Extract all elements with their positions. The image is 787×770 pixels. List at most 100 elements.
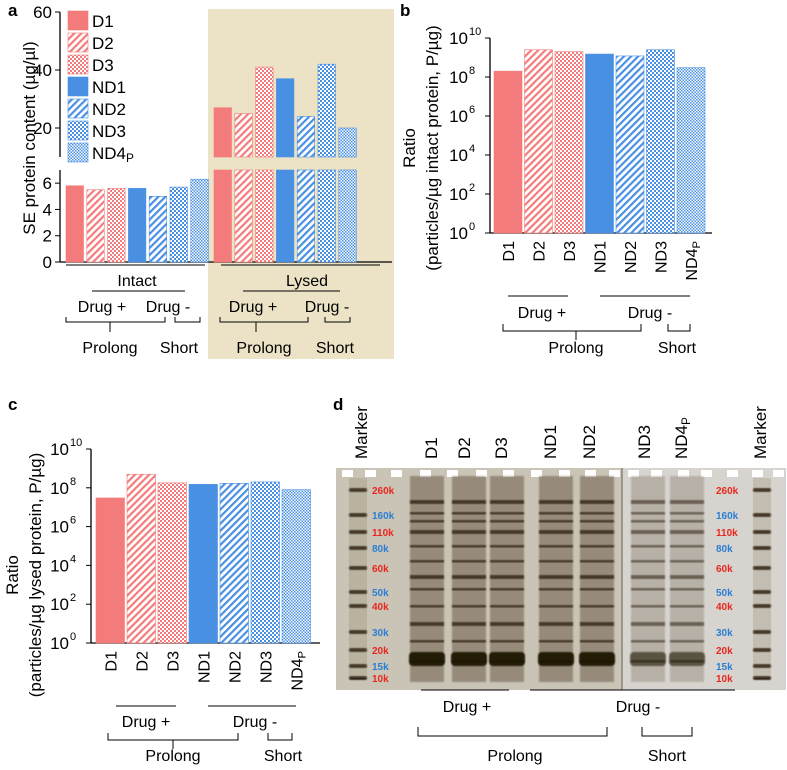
gel-marker-band (753, 546, 771, 550)
gel-band-ND3 (631, 545, 665, 548)
b-chart-xlabel-ND4P: ND4P (684, 241, 703, 280)
gel-well (585, 470, 596, 477)
a-intact-drug-plus: Drug + (78, 299, 126, 316)
c-chart-xlabel-D2: D2 (134, 651, 151, 672)
gel-band-ND1 (539, 500, 573, 504)
b-chart-ytick-exp: 10 (469, 26, 481, 38)
b-chart-ytick-label: 10 (449, 224, 468, 243)
gel-band-D1 (410, 530, 444, 534)
b-chart-ytick-label: 10 (449, 185, 468, 204)
gel-band-ND3 (631, 640, 665, 643)
gel-band-D3 (490, 622, 524, 626)
legend-label-ND4P-sub: P (126, 151, 134, 165)
a-bar-D2-upper (234, 113, 253, 158)
gel-band-D3 (490, 545, 524, 548)
b-chart-xlabel-ND1: ND1 (593, 241, 610, 273)
d-short: Short (648, 748, 687, 765)
gel-lane-label-ND1: ND1 (541, 425, 560, 459)
c-chart-ytick-exp: 10 (70, 437, 82, 449)
gel-band-ND2 (580, 545, 614, 548)
panel-b-groups: Drug + Drug - Prolong Short (502, 295, 697, 357)
b-chart-ytick-exp: 6 (469, 104, 475, 116)
gel-bottom-band-D1 (409, 652, 445, 666)
gel-marker-label-right: 40k (716, 602, 733, 613)
panel-d: d 260k 260k 160k 160k 110k 110k 80k 80k 60k 60k 50… (333, 395, 786, 765)
a-intact-drug-minus: Drug - (146, 299, 190, 316)
a-bar-ND2 (148, 195, 167, 263)
a-intact-short: Short (160, 340, 199, 357)
a-bar-ND1-upper (276, 78, 295, 158)
gel-band-ND1 (539, 575, 573, 579)
c-chart-xlabel-ND4P: ND4P (289, 651, 308, 690)
panel-c: c Ratio (particles/µg lysed protein, P/µ… (3, 395, 320, 765)
d-prolong: Prolong (487, 748, 542, 765)
gel-well (391, 470, 402, 477)
a-lysed-prolong: Prolong (236, 340, 291, 357)
panel-c-groups: Drug + Drug - Prolong Short (107, 705, 303, 765)
gel-bottom-band-ND1 (538, 652, 574, 666)
gel-band-ND4P (670, 622, 704, 626)
gel-well (365, 470, 376, 477)
c-chart-xlabel-D3: D3 (165, 651, 182, 672)
a-bar-D1-lower (213, 169, 232, 263)
b-chart-bar-ND2 (615, 55, 645, 234)
b-chart-bar-ND1 (585, 53, 614, 234)
legend-swatch-D2 (67, 32, 89, 53)
b-drug-plus: Drug + (518, 305, 566, 322)
gel-marker-label-right: 110k (716, 528, 738, 539)
gel-band-ND4P (670, 520, 704, 523)
gel-band-ND3 (631, 622, 665, 626)
c-chart-ytick-label: 10 (50, 440, 69, 459)
gel-well (503, 470, 514, 477)
gel-band-D1 (410, 520, 444, 523)
gel-well (559, 470, 570, 477)
a-bar-D2 (86, 189, 105, 263)
a-ytick-label: 4 (43, 200, 52, 219)
gel-marker-label-left: 20k (372, 646, 389, 657)
gel-band-D2 (452, 588, 486, 591)
gel-band-ND2 (580, 588, 614, 591)
gel-lane-label-D1: D1 (422, 437, 441, 459)
gel-marker-label-right: 60k (716, 564, 733, 575)
gel-band-D2 (452, 512, 486, 515)
gel-band-ND4P (670, 500, 704, 504)
b-chart-bar-D3 (554, 51, 584, 234)
c-chart-ytick-label: 10 (50, 595, 69, 614)
panel-a-ylabel: SE protein content (µg/µl) (20, 41, 39, 234)
gel-band-D2 (452, 530, 486, 534)
gel-marker-label-left: 10k (372, 674, 389, 685)
panel-c-ylabel-1: Ratio (3, 555, 22, 595)
gel-well (531, 470, 542, 477)
gel-band-D1 (410, 640, 444, 643)
a-bar-D1 (65, 185, 84, 263)
b-chart-ytick-exp: 4 (469, 143, 475, 155)
gel-bottom-band-D2 (451, 652, 487, 666)
a-intact-prolong: Prolong (82, 340, 137, 357)
legend-swatch-ND1 (67, 76, 89, 97)
gel-marker-label-left: 110k (372, 528, 394, 539)
gel-well (628, 470, 639, 477)
gel-marker-label-left: 160k (372, 511, 395, 522)
c-chart-bar-D2 (126, 473, 156, 644)
a-lysed-drug-minus: Drug - (305, 299, 349, 316)
gel-marker-label-right: 260k (716, 486, 739, 497)
gel-marker-label-left: 15k (372, 662, 389, 673)
gel-band-ND3 (631, 588, 665, 591)
a-ytick-label: 20 (33, 119, 52, 138)
gel-marker-label-right: 30k (716, 628, 733, 639)
a-bar-ND2-upper (296, 116, 316, 158)
gel-well (773, 470, 784, 477)
c-chart-xlabel-ND3: ND3 (258, 651, 275, 683)
gel-band-ND2 (580, 605, 614, 608)
c-drug-plus: Drug + (122, 714, 170, 731)
a-bar-ND1 (128, 188, 147, 263)
gel-band-ND2 (580, 520, 614, 523)
panel-c-letter: c (8, 395, 17, 414)
b-chart-bar-ND4P (676, 67, 706, 234)
gel-marker-label-right: 160k (716, 511, 739, 522)
b-chart-bar-D1 (493, 70, 523, 234)
gel-lane-labels: Marker D1 D2 D3 ND1 ND2 ND3 ND4P Marker (352, 406, 770, 459)
panel-a: a SE protein content (µg/µl) 0246204060 … (8, 1, 394, 359)
gel-band-ND1 (539, 605, 573, 608)
